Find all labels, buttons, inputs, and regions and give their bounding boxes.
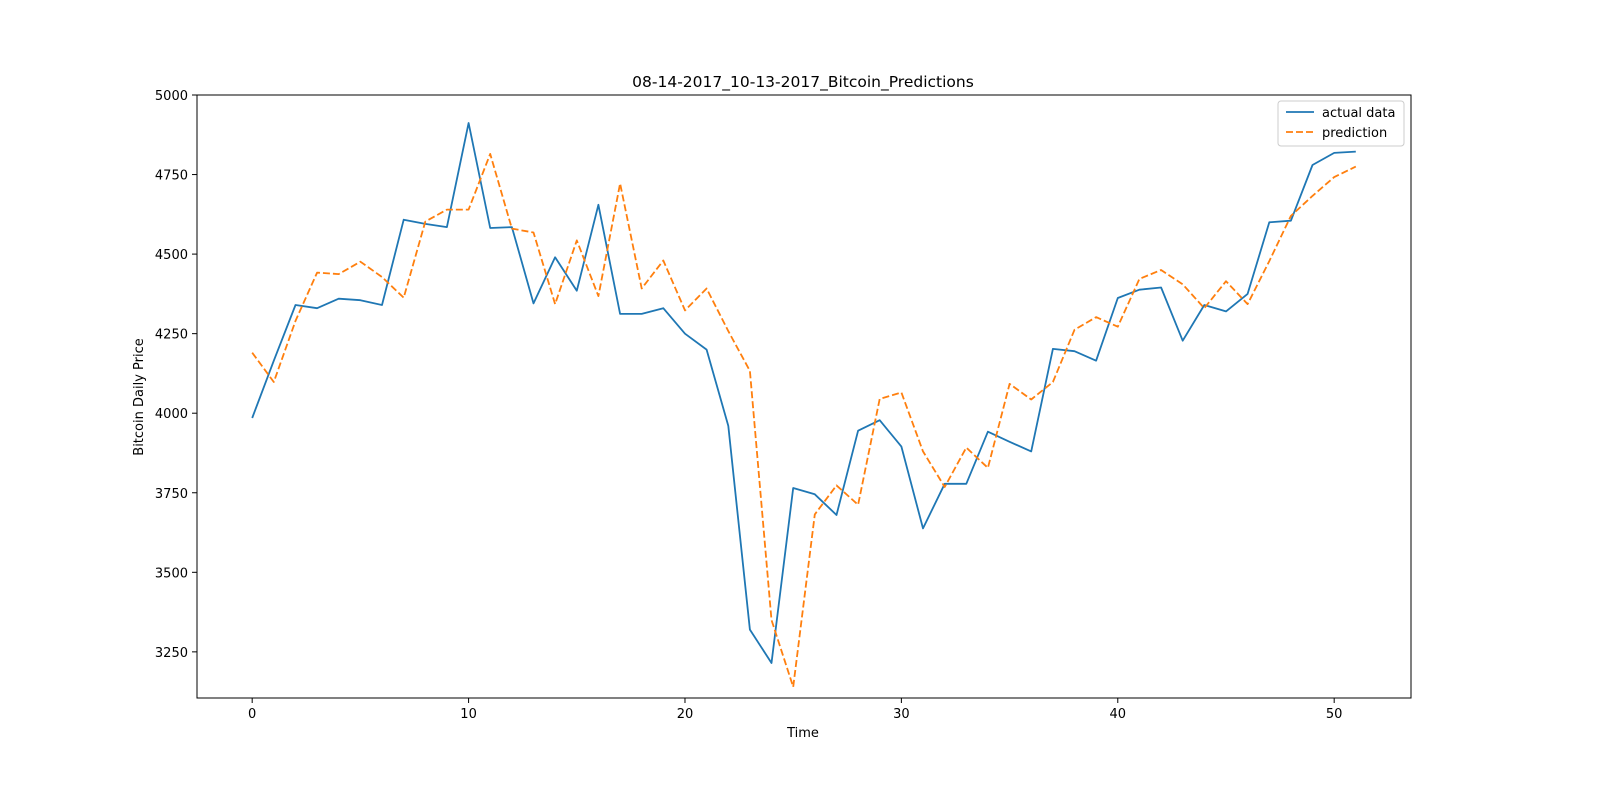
- y-tick-label: 4250: [155, 328, 188, 343]
- y-tick-label: 3250: [155, 646, 188, 661]
- y-axis-title: Bitcoin Daily Price: [132, 338, 147, 455]
- y-tick-label: 5000: [155, 89, 188, 104]
- y-tick-label: 4000: [155, 407, 188, 422]
- x-axis-title: Time: [786, 726, 819, 741]
- y-tick-label: 4500: [155, 248, 188, 263]
- axes-frame: [196, 94, 1412, 699]
- x-tick-label: 20: [677, 707, 694, 722]
- plot-area: 0 10 20 30 40 50 3250 3500 3750 4000 4250 4500 4750 5…: [155, 89, 1412, 722]
- x-tick-label: 0: [248, 707, 256, 722]
- x-tick-label: 40: [1110, 707, 1127, 722]
- legend: actual data prediction: [1277, 100, 1405, 147]
- legend-label-prediction: prediction: [1322, 126, 1387, 141]
- chart-title: 08-14-2017_10-13-2017_Bitcoin_Prediction…: [632, 73, 974, 92]
- x-tick-label: 10: [460, 707, 477, 722]
- x-tick-label: 50: [1326, 707, 1343, 722]
- series-line-prediction: [251, 152, 1357, 688]
- y-tick-label: 3500: [155, 566, 188, 581]
- y-tick-label: 3750: [155, 487, 188, 502]
- legend-label-actual-data: actual data: [1322, 106, 1395, 121]
- x-tick-label: 30: [893, 707, 910, 722]
- series-line-actual-data: [251, 122, 1356, 664]
- y-tick-label: 4750: [155, 169, 188, 184]
